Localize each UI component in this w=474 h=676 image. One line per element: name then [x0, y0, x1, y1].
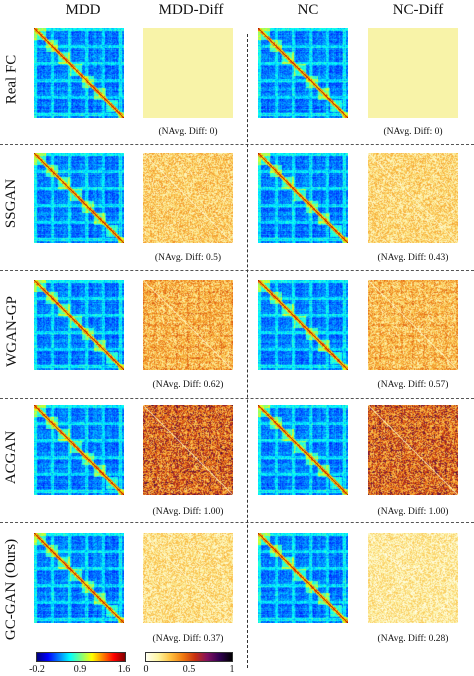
row-label-acgan: ACGAN — [3, 430, 20, 484]
nc-diff-caption: (NAvg. Diff: 1.00) — [377, 507, 449, 517]
fc-heatmap-mdd — [34, 28, 124, 118]
group-separator — [247, 34, 248, 668]
fc-heatmap-mdd — [34, 533, 124, 623]
row-separator — [0, 144, 474, 145]
nc-diff-caption: (NAvg. Diff: 0) — [383, 127, 443, 137]
fc-heatmap-nc — [258, 405, 348, 495]
diff-heatmap-nc — [368, 153, 458, 243]
row-label-real-fc: Real FC — [3, 54, 20, 104]
nc-diff-caption: (NAvg. Diff: 0.43) — [377, 253, 449, 263]
mdd-diff-caption: (NAvg. Diff: 0) — [158, 127, 218, 137]
fc-heatmap-mdd — [34, 153, 124, 243]
diff-heatmap-mdd — [143, 533, 233, 623]
row-separator — [0, 270, 474, 271]
fc-heatmap-mdd — [34, 280, 124, 370]
diff-colorbar — [145, 652, 233, 662]
mdd-diff-caption: (NAvg. Diff: 0.62) — [152, 380, 224, 390]
nc-diff-caption: (NAvg. Diff: 0.57) — [377, 380, 449, 390]
diff-colorbar-tick: 0.5 — [182, 664, 196, 675]
row-label-wgan-gp: WGAN-GP — [3, 295, 20, 367]
nc-diff-caption: (NAvg. Diff: 0.28) — [377, 634, 449, 644]
column-header-mdd: MDD — [65, 2, 101, 18]
diff-heatmap-nc — [368, 280, 458, 370]
fc-heatmap-nc — [258, 28, 348, 118]
row-label-gc-gan: GC-GAN (Ours) — [3, 538, 20, 640]
row-separator — [0, 398, 474, 399]
fc-colorbar-tick: -0.2 — [29, 664, 45, 675]
column-header-nc-diff: NC-Diff — [392, 2, 444, 18]
diff-colorbar-tick: 0 — [143, 664, 149, 675]
fc-colorbar-tick: 1.6 — [117, 664, 131, 675]
diff-heatmap-mdd — [143, 153, 233, 243]
mdd-diff-caption: (NAvg. Diff: 1.00) — [152, 507, 224, 517]
mdd-diff-caption: (NAvg. Diff: 0.5) — [154, 253, 222, 263]
diff-heatmap-mdd — [143, 405, 233, 495]
fc-heatmap-nc — [258, 280, 348, 370]
diff-heatmap-nc — [368, 533, 458, 623]
diff-heatmap-nc — [368, 28, 458, 118]
mdd-diff-caption: (NAvg. Diff: 0.37) — [152, 634, 224, 644]
fc-heatmap-nc — [258, 533, 348, 623]
diff-heatmap-mdd — [143, 280, 233, 370]
fc-colorbar-tick: 0.9 — [73, 664, 87, 675]
column-header-mdd-diff: MDD-Diff — [158, 2, 224, 18]
diff-heatmap-nc — [368, 405, 458, 495]
fc-colorbar — [36, 652, 126, 662]
diff-colorbar-tick: 1 — [229, 664, 235, 675]
diff-heatmap-mdd — [143, 28, 233, 118]
column-header-nc: NC — [297, 2, 319, 18]
row-label-ssgan: SSGAN — [3, 178, 20, 228]
fc-heatmap-mdd — [34, 405, 124, 495]
fc-heatmap-nc — [258, 153, 348, 243]
row-separator — [0, 522, 474, 523]
